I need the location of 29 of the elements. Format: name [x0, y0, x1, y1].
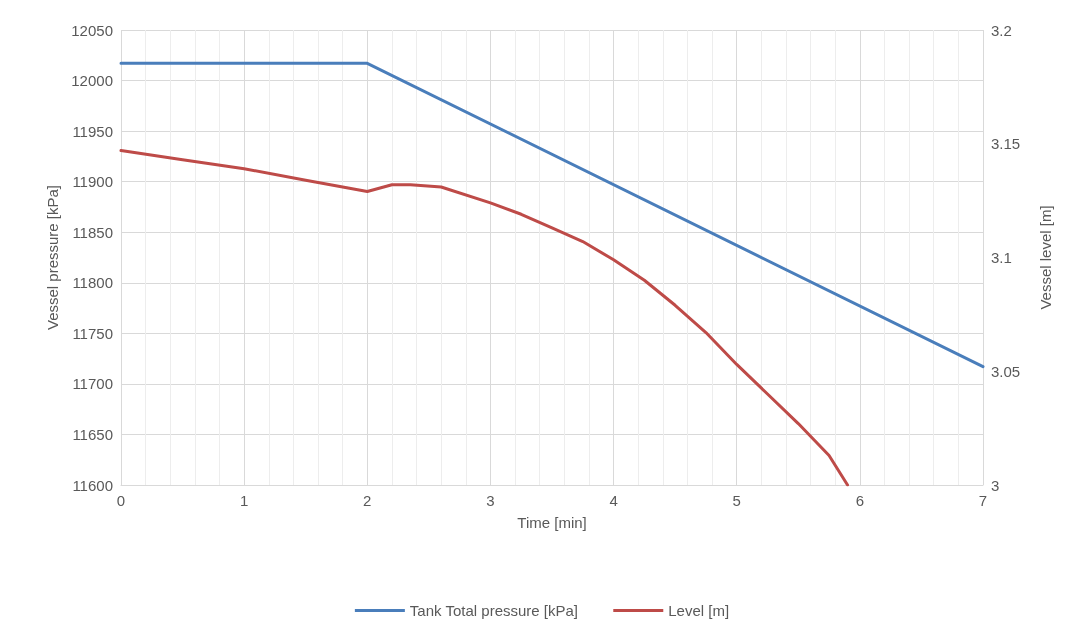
- x-tick-label: 5: [732, 492, 741, 509]
- legend-label: Level [m]: [668, 602, 730, 619]
- x-tick-label: 4: [609, 492, 618, 509]
- y-tick-label: 11850: [72, 223, 113, 241]
- y-tick-label: 11700: [72, 375, 113, 393]
- y-tick-label: 11900: [72, 173, 113, 191]
- y-tick-label: 11750: [72, 324, 113, 342]
- line-series: [119, 149, 850, 487]
- x-axis-title: Time [min]: [517, 514, 587, 531]
- y2-tick-label: 3.15: [991, 135, 1021, 153]
- x-tick-label: 6: [855, 492, 865, 509]
- y-tick-label: 11650: [72, 425, 113, 443]
- y-tick-label: 11600: [72, 476, 113, 494]
- x-tick-label: 2: [363, 492, 372, 509]
- y2-tick-label: 3.1: [991, 249, 1012, 266]
- legend-label: Tank Total pressure [kPa]: [409, 602, 579, 619]
- y-tick-label: 12000: [71, 72, 113, 90]
- y-tick-label: 12050: [71, 21, 113, 39]
- x-tick-label: 7: [978, 492, 988, 509]
- y-tick-label: 11800: [72, 274, 113, 292]
- y2-tick-label: 3.2: [991, 21, 1012, 39]
- x-tick-label: 1: [239, 492, 249, 509]
- y2-tick-label: 3: [991, 476, 1000, 494]
- y2-tick-label: 3.05: [991, 362, 1021, 380]
- x-tick-label: 0: [116, 492, 126, 509]
- y2-axis-title: Vessel level [m]: [1037, 205, 1054, 310]
- y-axis-title: Vessel pressure [kPa]: [44, 184, 62, 331]
- y-tick-label: 11950: [72, 122, 113, 140]
- x-tick-label: 3: [486, 492, 495, 509]
